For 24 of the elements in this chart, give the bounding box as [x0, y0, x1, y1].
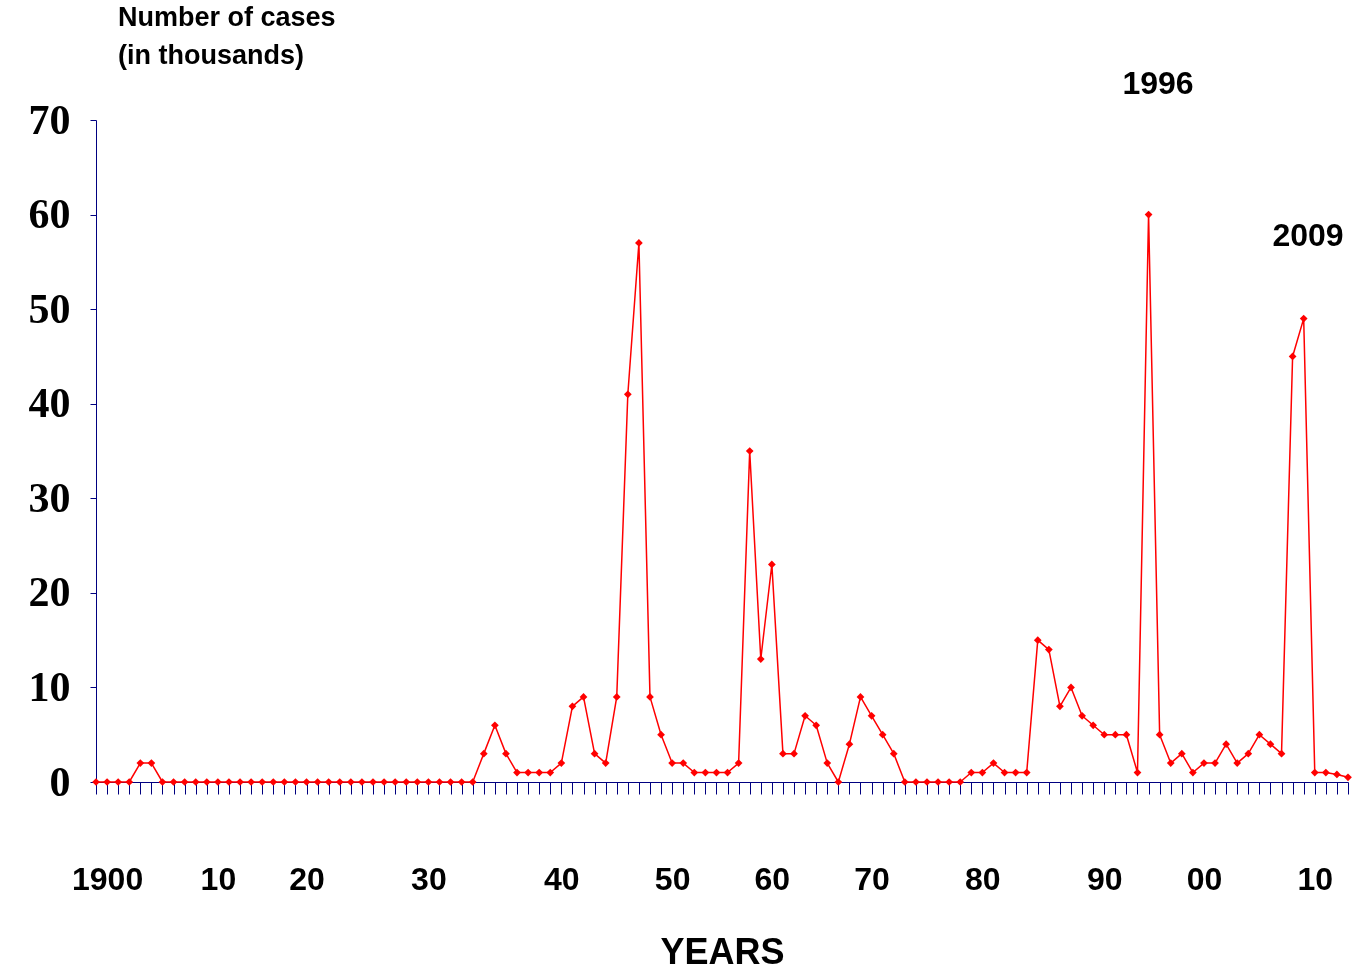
y-tick-label: 10	[28, 663, 71, 710]
x-tick-label: 50	[654, 860, 691, 897]
annotation: 2009	[1272, 217, 1344, 253]
x-tick-label: 10	[200, 860, 237, 897]
x-axis-title: YEARS	[660, 930, 785, 968]
y-tick-label: 20	[28, 569, 71, 616]
y-tick-label: 70	[28, 96, 71, 143]
y-tick-label: 30	[28, 474, 71, 521]
y-tick-label: 40	[28, 380, 71, 427]
x-tick-label: 60	[754, 860, 791, 897]
y-tick-label: 60	[28, 191, 71, 238]
text: 1996	[1122, 65, 1194, 101]
x-tick-label: 10	[1297, 860, 1334, 897]
x-tick-label: 1900	[71, 860, 144, 897]
x-tick-label: 00	[1186, 860, 1223, 897]
y-tick-label: 50	[28, 285, 71, 332]
y-axis-title: Number of cases (in thousands)	[118, 2, 336, 70]
x-tick-label: 70	[854, 860, 890, 897]
x-tick-label: 90	[1086, 860, 1123, 897]
x-tick-label: 20	[289, 860, 325, 897]
x-tick-label: 80	[965, 860, 1001, 897]
x-tick-label: 30	[411, 860, 447, 897]
x-tick-label: 40	[544, 860, 580, 897]
y-tick-label: 0	[49, 758, 71, 805]
